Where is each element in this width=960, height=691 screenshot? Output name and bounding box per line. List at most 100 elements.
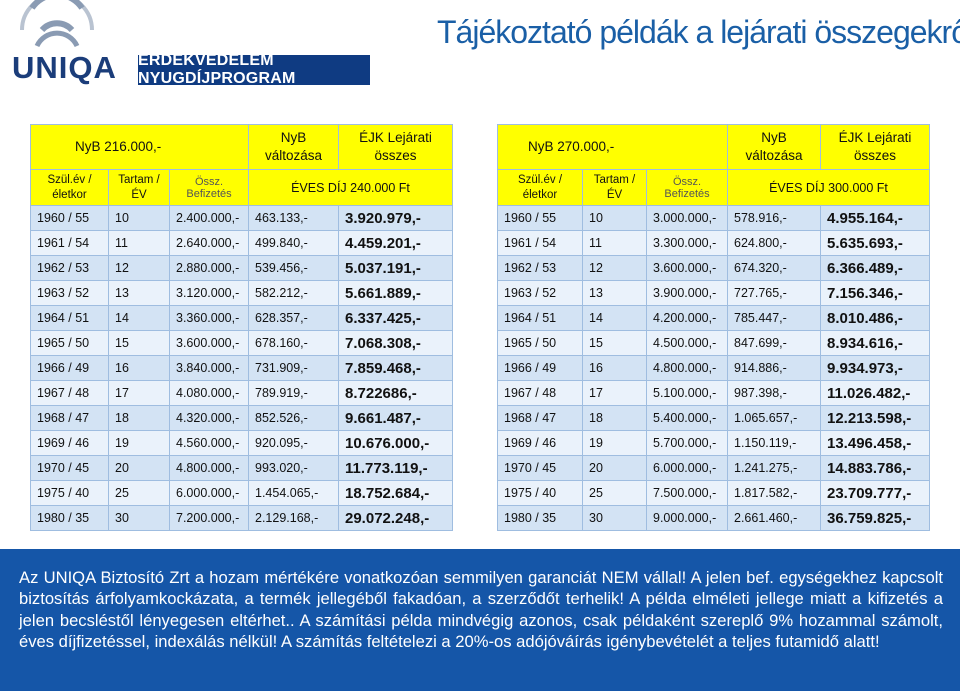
birth-year-cell: 1963 / 52 xyxy=(497,280,583,306)
nyb-change-cell: 1.150.119,- xyxy=(727,430,821,456)
term-cell: 16 xyxy=(582,355,647,381)
page-title: Tájékoztató példák a lejárati összegekrő… xyxy=(437,14,960,50)
ejk-total-header: ÉJK Lejárati összes xyxy=(820,124,930,170)
term-cell: 14 xyxy=(108,305,170,331)
nyb-change-cell: 789.919,- xyxy=(248,380,339,406)
nyb-change-header: NyB változása xyxy=(727,124,821,170)
ejk-total-cell: 3.920.979,- xyxy=(338,205,453,231)
nyb-change-cell: 785.447,- xyxy=(727,305,821,331)
term-cell: 15 xyxy=(582,330,647,356)
total-paid-header: Össz. Befizetés xyxy=(169,169,249,206)
nyb-change-cell: 578.916,- xyxy=(727,205,821,231)
term-cell: 11 xyxy=(582,230,647,256)
term-cell: 25 xyxy=(582,480,647,506)
ejk-total-cell: 6.337.425,- xyxy=(338,305,453,331)
term-header: Tartam /ÉV xyxy=(108,169,170,206)
term-cell: 17 xyxy=(582,380,647,406)
disclaimer-text: Az UNIQA Biztosító Zrt a hozam mértékére… xyxy=(19,568,943,652)
term-cell: 18 xyxy=(108,405,170,431)
total-paid-cell: 4.080.000,- xyxy=(169,380,249,406)
table-row: 1966 / 49 16 3.840.000,- 731.909,- 7.859.468… xyxy=(30,355,453,381)
birth-year-cell: 1970 / 45 xyxy=(30,455,109,481)
table-row: 1969 / 46 19 5.700.000,- 1.150.119,- 13.496.… xyxy=(497,430,930,456)
term-cell: 13 xyxy=(108,280,170,306)
total-paid-cell: 2.640.000,- xyxy=(169,230,249,256)
program-banner: ÉRDEKVÉDELEM NYUGDÍJPROGRAM xyxy=(138,52,370,87)
birth-year-cell: 1962 / 53 xyxy=(497,255,583,281)
total-paid-cell: 7.200.000,- xyxy=(169,505,249,531)
ejk-total-cell: 10.676.000,- xyxy=(338,430,453,456)
birth-year-cell: 1963 / 52 xyxy=(30,280,109,306)
table-row: 1969 / 46 19 4.560.000,- 920.095,- 10.676.00… xyxy=(30,430,453,456)
term-cell: 16 xyxy=(108,355,170,381)
ejk-total-cell: 5.635.693,- xyxy=(820,230,930,256)
birth-year-cell: 1975 / 40 xyxy=(30,480,109,506)
total-paid-cell: 3.120.000,- xyxy=(169,280,249,306)
ejk-total-cell: 14.883.786,- xyxy=(820,455,930,481)
total-paid-cell: 3.900.000,- xyxy=(646,280,728,306)
annual-fee-header: ÉVES DÍJ 300.000 Ft xyxy=(727,169,930,206)
total-paid-cell: 4.560.000,- xyxy=(169,430,249,456)
ejk-total-cell: 4.459.201,- xyxy=(338,230,453,256)
term-cell: 13 xyxy=(582,280,647,306)
total-paid-cell: 7.500.000,- xyxy=(646,480,728,506)
term-cell: 25 xyxy=(108,480,170,506)
annual-fee-header: ÉVES DÍJ 240.000 Ft xyxy=(248,169,453,206)
ejk-total-cell: 5.661.889,- xyxy=(338,280,453,306)
ejk-total-cell: 11.026.482,- xyxy=(820,380,930,406)
total-paid-cell: 5.100.000,- xyxy=(646,380,728,406)
table-row: 1975 / 40 25 7.500.000,- 1.817.582,- 23.709.… xyxy=(497,480,930,506)
table-row: 1961 / 54 11 3.300.000,- 624.800,- 5.635.693… xyxy=(497,230,930,256)
total-paid-cell: 6.000.000,- xyxy=(169,480,249,506)
birth-year-cell: 1964 / 51 xyxy=(30,305,109,331)
birth-year-cell: 1980 / 35 xyxy=(497,505,583,531)
total-paid-cell: 4.800.000,- xyxy=(646,355,728,381)
table-row: 1967 / 48 17 4.080.000,- 789.919,- 8.722686,… xyxy=(30,380,453,406)
nyb-change-cell: 914.886,- xyxy=(727,355,821,381)
term-cell: 12 xyxy=(108,255,170,281)
base-amount-header: NyB 216.000,- xyxy=(30,124,249,170)
table-row: 1980 / 35 30 7.200.000,- 2.129.168,- 29.072.… xyxy=(30,505,453,531)
birth-year-cell: 1969 / 46 xyxy=(30,430,109,456)
ejk-total-cell: 18.752.684,- xyxy=(338,480,453,506)
nyb-change-cell: 624.800,- xyxy=(727,230,821,256)
birth-year-cell: 1968 / 47 xyxy=(30,405,109,431)
program-name: ÉRDEKVÉDELEM NYUGDÍJPROGRAM xyxy=(138,52,296,87)
table-row: 1960 / 55 10 2.400.000,- 463.133,- 3.920.979… xyxy=(30,205,453,231)
total-paid-cell: 4.500.000,- xyxy=(646,330,728,356)
total-paid-cell: 2.400.000,- xyxy=(169,205,249,231)
ejk-total-header: ÉJK Lejárati összes xyxy=(338,124,453,170)
birth-year-cell: 1960 / 55 xyxy=(497,205,583,231)
header: UNIQA ÉRDEKVÉDELEM NYUGDÍJPROGRAM Tájéko… xyxy=(0,0,960,92)
nyb-change-cell: 920.095,- xyxy=(248,430,339,456)
uniqa-logo-icon xyxy=(20,0,94,48)
ejk-total-cell: 13.496.458,- xyxy=(820,430,930,456)
term-cell: 17 xyxy=(108,380,170,406)
nyb-change-cell: 2.661.460,- xyxy=(727,505,821,531)
total-paid-cell: 4.200.000,- xyxy=(646,305,728,331)
birth-year-cell: 1960 / 55 xyxy=(30,205,109,231)
ejk-total-cell: 4.955.164,- xyxy=(820,205,930,231)
payout-table-300k: NyB 270.000,- NyB változása ÉJK Lejárati… xyxy=(497,124,930,531)
table-row: 1968 / 47 18 5.400.000,- 1.065.657,- 12.213.… xyxy=(497,405,930,431)
table-row: 1966 / 49 16 4.800.000,- 914.886,- 9.934.973… xyxy=(497,355,930,381)
ejk-total-cell: 12.213.598,- xyxy=(820,405,930,431)
term-cell: 14 xyxy=(582,305,647,331)
total-paid-cell: 3.600.000,- xyxy=(646,255,728,281)
ejk-total-cell: 8.934.616,- xyxy=(820,330,930,356)
table-row: 1970 / 45 20 6.000.000,- 1.241.275,- 14.883.… xyxy=(497,455,930,481)
table-row: 1964 / 51 14 4.200.000,- 785.447,- 8.010.486… xyxy=(497,305,930,331)
term-cell: 30 xyxy=(108,505,170,531)
birth-year-cell: 1966 / 49 xyxy=(497,355,583,381)
ejk-total-cell: 8.722686,- xyxy=(338,380,453,406)
ejk-total-cell: 5.037.191,- xyxy=(338,255,453,281)
total-paid-cell: 4.800.000,- xyxy=(169,455,249,481)
total-paid-cell: 3.840.000,- xyxy=(169,355,249,381)
table-row: 1965 / 50 15 3.600.000,- 678.160,- 7.068.308… xyxy=(30,330,453,356)
nyb-change-cell: 2.129.168,- xyxy=(248,505,339,531)
term-cell: 19 xyxy=(108,430,170,456)
table-row: 1960 / 55 10 3.000.000,- 578.916,- 4.955.164… xyxy=(497,205,930,231)
total-paid-cell: 6.000.000,- xyxy=(646,455,728,481)
total-paid-cell: 5.400.000,- xyxy=(646,405,728,431)
nyb-change-cell: 731.909,- xyxy=(248,355,339,381)
